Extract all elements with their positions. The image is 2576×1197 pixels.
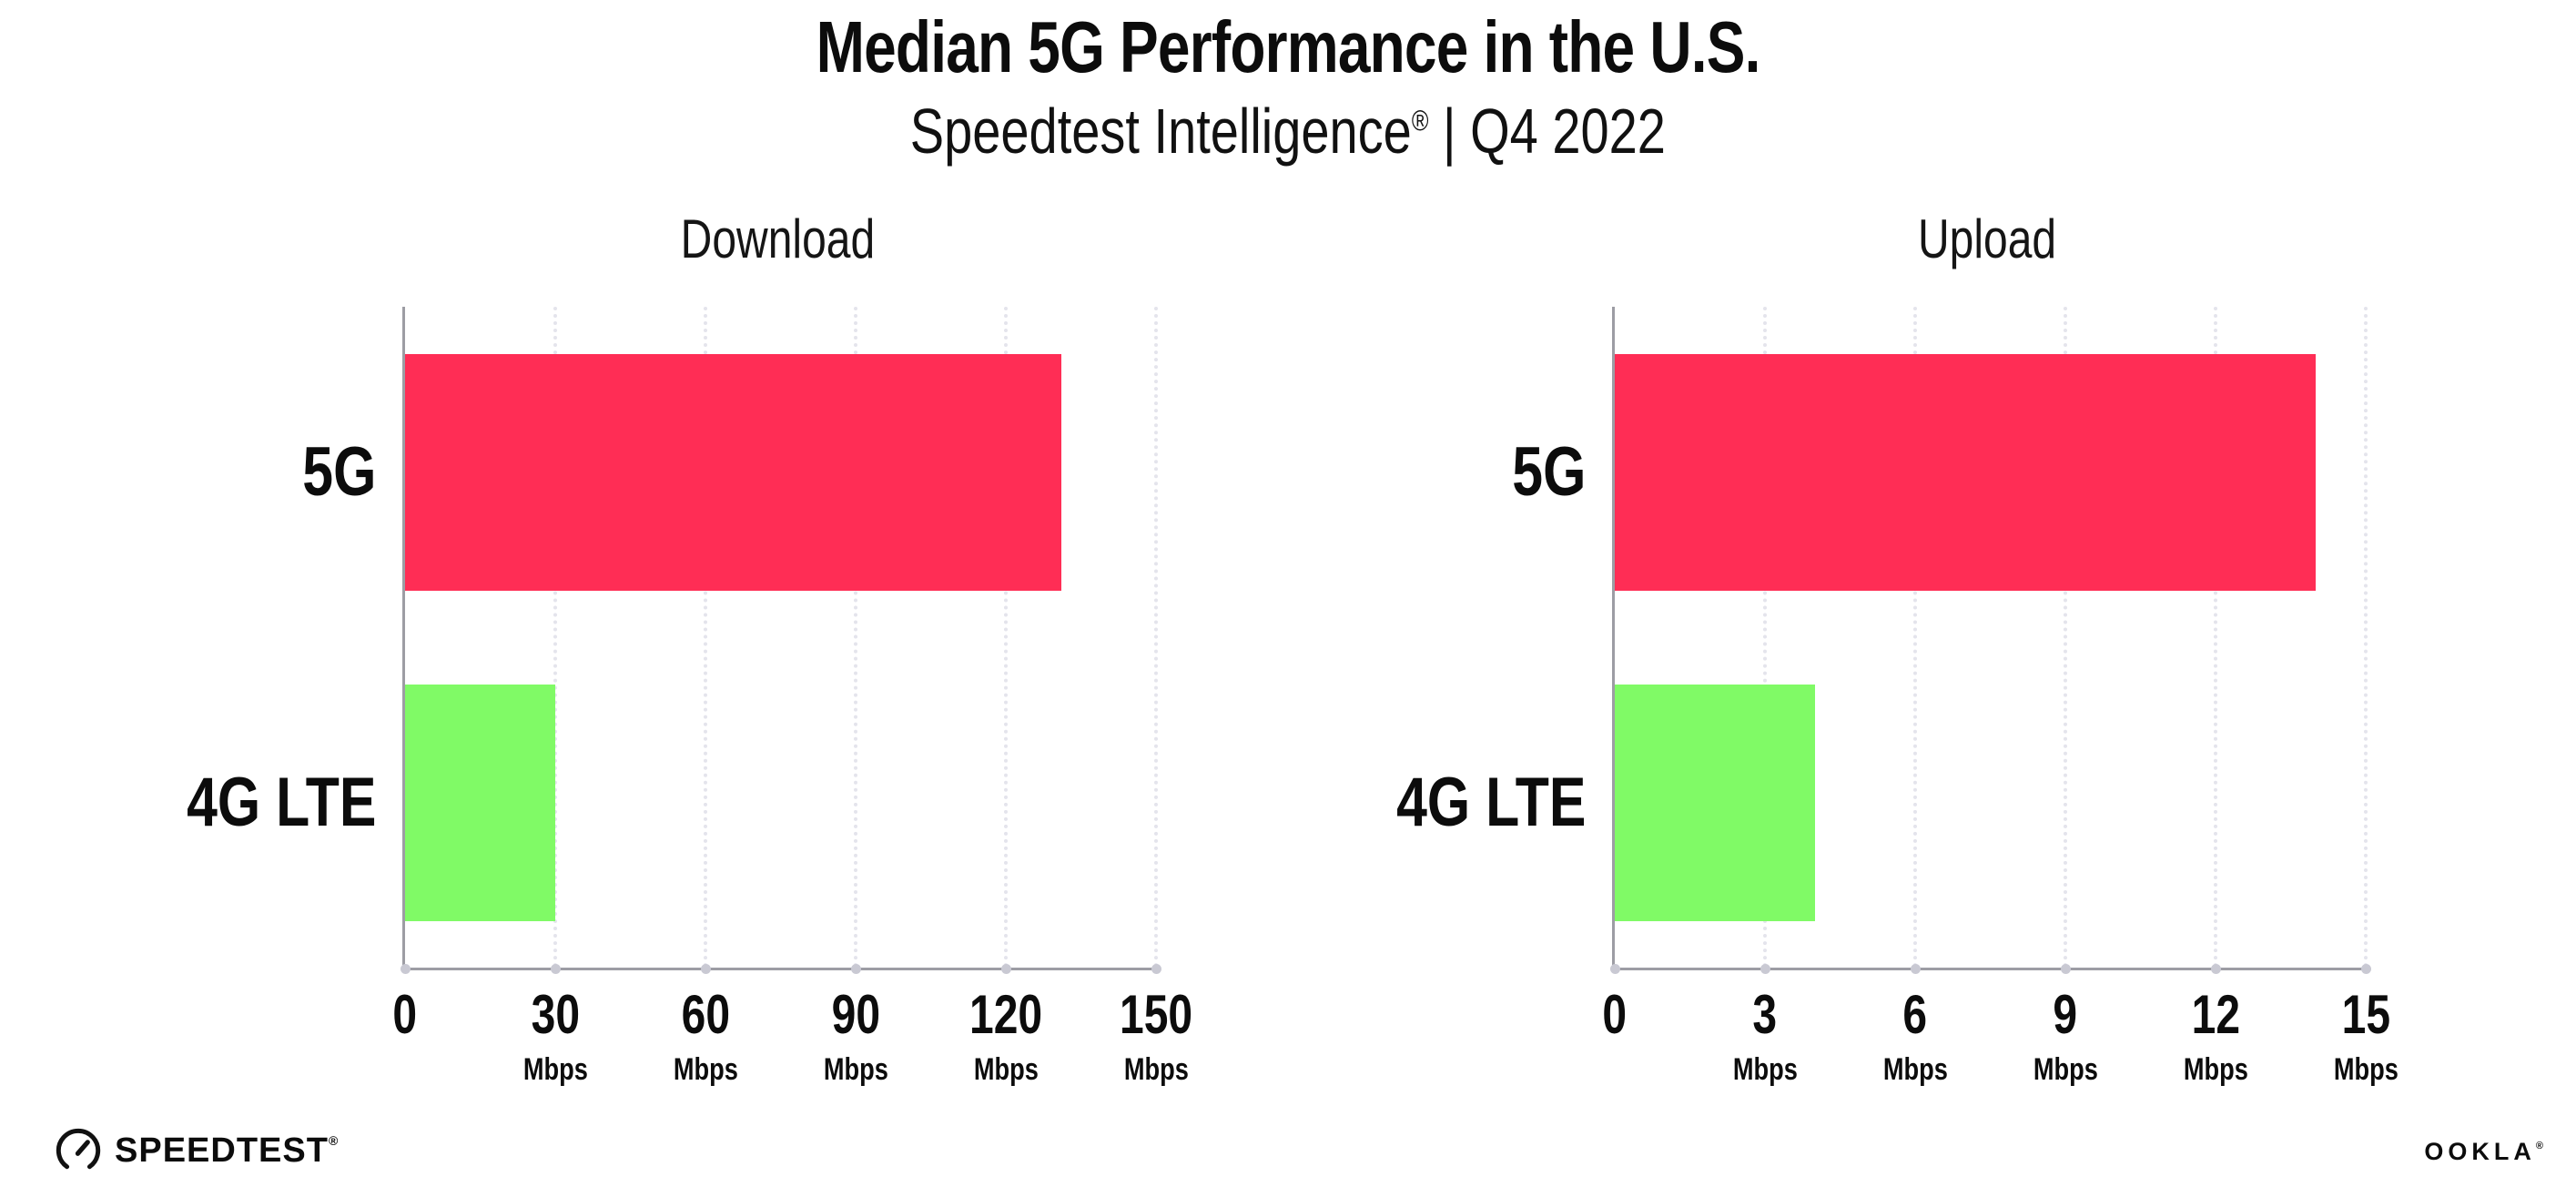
axis-tick-dot [850,964,861,974]
bar-4g-lte [1615,685,1815,921]
page-subtitle: Speedtest Intelligence® | Q4 2022 [0,95,2576,167]
x-tick-unit: Mbps [1123,1052,1189,1087]
axis-tick-dot [2060,964,2071,974]
page-title: Median 5G Performance in the U.S. [0,5,2576,89]
category-label-4g-lte: 4G LTE [186,764,376,841]
x-tick-unit: Mbps [1732,1052,1798,1087]
x-tick-value: 9 [2053,984,2078,1045]
gridline-120 [1004,307,1008,968]
category-label-5g: 5G [301,433,376,511]
bar-5g [405,354,1061,591]
x-tick-unit: Mbps [973,1052,1039,1087]
axis-tick-dot [1151,964,1161,974]
registered-mark: ® [2535,1141,2543,1151]
x-tick-label-0: 0 [1515,986,1715,1044]
x-tick-value: 0 [1602,984,1628,1045]
page-subtitle-text: Speedtest Intelligence® | Q4 2022 [910,95,1666,167]
gridline-150 [1154,307,1158,968]
download-panel-title: Download [680,208,876,269]
x-tick-unit: Mbps [2333,1052,2399,1087]
x-tick-unit: Mbps [673,1052,738,1087]
upload-panel-title: Upload [1918,208,2057,269]
upload-plot-area: 0 3 Mbps 6 Mbps 9 Mbps 12 Mbps 15 Mbps 5G 4G LTE [1396,307,2399,1087]
page-title-text: Median 5G Performance in the U.S. [816,6,1761,87]
category-label-5g: 5G [1511,433,1586,511]
gridline-30 [553,307,557,968]
x-tick-label-150: 150 Mbps [1056,986,1256,1088]
subtitle-brand: Speedtest Intelligence [909,96,1412,167]
x-tick-unit: Mbps [2033,1052,2098,1087]
axis-tick-dot [700,964,711,974]
speedtest-gauge-icon [56,1128,101,1170]
axis-tick-dot [1609,964,1620,974]
gridline-9 [2064,307,2067,968]
ookla-logo: OOKLA® [2424,1138,2543,1166]
axis-tick-dot [550,964,561,974]
gridline-3 [1763,307,1767,968]
registered-mark: ® [1411,104,1429,137]
axis-tick-dot [1760,964,1770,974]
download-plot-area: 0 30 Mbps 60 Mbps 90 Mbps 120 Mbps 150 Mbps 5G 4G LT… [187,307,1192,1087]
x-tick-label-90: 90 Mbps [756,986,956,1088]
x-tick-unit: Mbps [2183,1052,2248,1087]
x-tick-value: 6 [1902,984,1928,1045]
axis-tick-dot [400,964,411,974]
axis-tick-dot [2360,964,2371,974]
axis-tick-dot [1000,964,1011,974]
x-tick-label-12: 12 Mbps [2115,986,2316,1088]
gridline-15 [2364,307,2368,968]
x-tick-label-30: 30 Mbps [455,986,655,1088]
x-tick-value: 150 [1119,984,1193,1045]
x-tick-label-6: 6 Mbps [1815,986,2015,1088]
gridline-60 [704,307,707,968]
registered-mark: ® [328,1132,340,1148]
x-tick-value: 12 [2191,984,2240,1045]
x-tick-value: 3 [1752,984,1778,1045]
axis-tick-dot [2210,964,2221,974]
x-tick-value: 30 [531,984,580,1045]
gridline-6 [1913,307,1917,968]
gridline-90 [854,307,857,968]
bar-4g-lte [405,685,555,921]
x-tick-label-60: 60 Mbps [605,986,806,1088]
category-label-4g-lte: 4G LTE [1395,764,1586,841]
x-tick-value: 120 [969,984,1043,1045]
x-tick-value: 15 [2341,984,2390,1045]
axis-tick-dot [1910,964,1921,974]
x-tick-value: 90 [831,984,880,1045]
speedtest-logo: SPEEDTEST® [55,1127,339,1174]
speedtest-wordmark: SPEEDTEST® [115,1131,340,1170]
subtitle-period: | Q4 2022 [1428,96,1667,167]
x-tick-value: 60 [681,984,730,1045]
gridline-12 [2214,307,2217,968]
bar-5g [1615,354,2316,591]
ookla-wordmark: OOKLA [2424,1138,2536,1165]
x-tick-label-15: 15 Mbps [2266,986,2466,1088]
x-tick-label-120: 120 Mbps [906,986,1106,1088]
x-tick-unit: Mbps [823,1052,888,1087]
x-tick-unit: Mbps [1882,1052,1948,1087]
x-tick-label-3: 3 Mbps [1665,986,1865,1088]
x-tick-unit: Mbps [522,1052,588,1087]
x-tick-value: 0 [392,984,418,1045]
x-tick-label-0: 0 [305,986,505,1044]
x-tick-label-9: 9 Mbps [1965,986,2165,1088]
